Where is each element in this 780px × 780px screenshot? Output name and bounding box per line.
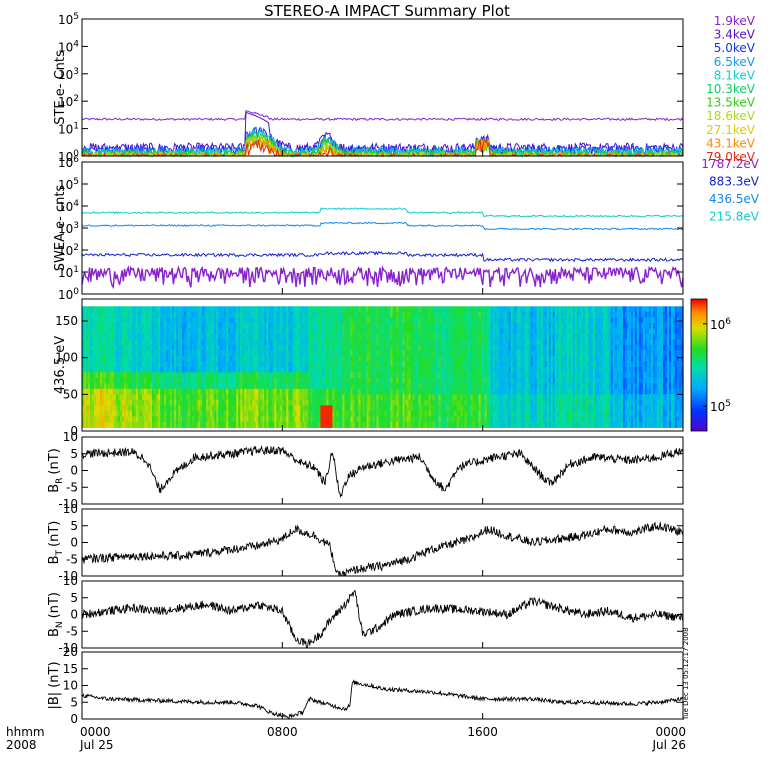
bt-ytick-label: -10 xyxy=(58,569,78,583)
bmag-trace xyxy=(81,679,684,720)
xaxis-row1-label: hhmm xyxy=(6,725,45,739)
colorbar-tick-label: 105 xyxy=(710,399,731,414)
xaxis-tick-date: Jul 26 xyxy=(651,738,686,752)
br-ytick-label: -10 xyxy=(58,497,78,511)
swea-series-883.3eV xyxy=(81,250,684,263)
swea-legend-item: 215.8eV xyxy=(709,210,760,224)
ste-legend-item: 3.4keV xyxy=(714,28,756,42)
bn-ytick-label: -5 xyxy=(66,624,78,638)
bt-trace xyxy=(81,521,684,577)
ste-ytick-label: 100 xyxy=(58,149,79,164)
ste-ylabel: STE e- Cnts xyxy=(53,50,68,125)
ste-panel: 100 101 102 103 104 105 STE e- Cnts xyxy=(53,12,684,164)
bt-ytick-label: 5 xyxy=(70,519,78,533)
bn-panel: -10 -5 0 5 10 BN(nT) xyxy=(47,574,684,655)
pad-panel: 0 50 100 150 436.5 eV xyxy=(53,298,684,438)
bt-ytick-label: 0 xyxy=(70,536,78,550)
ste-legend-item: 6.5keV xyxy=(714,55,756,69)
br-ylabel: BR(nT) xyxy=(47,448,65,493)
pad-ytick-label: 0 xyxy=(70,424,78,438)
ste-legend-item: 18.6keV xyxy=(706,109,756,123)
swea-series-215.8eV xyxy=(81,207,684,218)
bn-trace xyxy=(81,590,684,649)
pad-ylabel: 436.5 eV xyxy=(53,336,68,394)
swea-series-1787.2eV xyxy=(81,265,684,290)
swea-ytick-label: 103 xyxy=(58,221,79,236)
br-ytick-label: 0 xyxy=(70,464,78,478)
ste-ytick-label: 105 xyxy=(58,12,79,27)
xaxis-tick-time: 1600 xyxy=(467,725,498,739)
ste-ytick-label: 102 xyxy=(58,94,79,109)
pitch-angle-heatmap xyxy=(82,306,684,428)
pad-ytick-label: 100 xyxy=(55,351,78,365)
bmag-ytick-label: 15 xyxy=(63,662,78,676)
ste-series-1.9keV xyxy=(81,110,684,122)
ste-legend-item: 13.5keV xyxy=(706,96,756,110)
swea-ytick-label: 106 xyxy=(58,155,79,170)
xaxis-row2-label: 2008 xyxy=(6,738,37,752)
swea-ytick-label: 101 xyxy=(58,265,79,280)
br-ytick-label: 10 xyxy=(63,430,78,444)
bt-ylabel: BT(nT) xyxy=(47,521,65,565)
ste-legend-item: 79.0keV xyxy=(706,150,756,164)
pad-frame xyxy=(81,298,684,432)
br-trace xyxy=(81,444,684,499)
swea-legend-item: 883.3eV xyxy=(709,175,760,189)
pad-ytick-label: 50 xyxy=(63,387,78,401)
ste-legend-item: 8.1keV xyxy=(714,68,756,82)
swea-ytick-label: 100 xyxy=(58,287,79,302)
bn-ylabel: BN(nT) xyxy=(47,592,65,637)
swea-ytick-label: 104 xyxy=(58,199,79,214)
swea-series-lines xyxy=(81,207,684,290)
br-frame xyxy=(81,436,684,505)
swea-series-436.5eV xyxy=(81,221,684,231)
ste-legend-item: 1.9keV xyxy=(714,14,756,28)
bmag-ytick-label: 0 xyxy=(70,712,78,726)
bt-panel: -10 -5 0 5 10 BT(nT) xyxy=(47,502,684,583)
xaxis-tick-time: 0800 xyxy=(267,725,298,739)
bt-ytick-label: 10 xyxy=(63,502,78,516)
ste-legend-item: 43.1keV xyxy=(706,136,756,150)
chart-title: STEREO-A IMPACT Summary Plot xyxy=(264,2,510,20)
ste-frame xyxy=(81,18,684,157)
br-ytick-label: -5 xyxy=(66,480,78,494)
xaxis-tick-time: 0000 xyxy=(655,725,686,739)
xaxis-tick-time: 0000 xyxy=(80,725,111,739)
pad-ytick-label: 150 xyxy=(55,314,78,328)
bn-ytick-label: 10 xyxy=(63,574,78,588)
bmag-panel: 0 5 10 15 20|B|(nT) xyxy=(47,645,684,726)
br-ytick-label: 5 xyxy=(70,447,78,461)
bn-ytick-label: 5 xyxy=(70,591,78,605)
colorbar-tick-label: 106 xyxy=(710,317,731,332)
ste-ytick-label: 103 xyxy=(58,67,79,82)
ste-ytick-label: 101 xyxy=(58,122,79,137)
swea-legend-item: 436.5eV xyxy=(709,192,760,206)
ste-legend-item: 5.0keV xyxy=(714,41,756,55)
bn-ytick-label: -10 xyxy=(58,641,78,655)
ste-legend-item: 27.1keV xyxy=(706,123,756,137)
bmag-ytick-label: 5 xyxy=(70,695,78,709)
ste-legend: 1.9keV3.4keV5.0keV6.5keV8.1keV10.3keV13.… xyxy=(706,14,756,164)
bt-ytick-label: -5 xyxy=(66,552,78,566)
bmag-frame xyxy=(81,651,684,720)
br-panel: -10 -5 0 5 10 BR(nT) xyxy=(47,430,684,511)
swea-ylabel: SWEA e- cnts xyxy=(53,185,68,272)
swea-ytick-label: 102 xyxy=(58,243,79,258)
swea-legend: 1787.2eV 883.3eV 436.5eV 215.8eV xyxy=(701,157,759,224)
bmag-ytick-label: 10 xyxy=(63,679,78,693)
bmag-ylabel: |B|(nT) xyxy=(47,661,62,709)
xaxis-tick-date: Jul 25 xyxy=(79,738,114,752)
swea-panel: 100 101 102 103 104 105 106 SWEA e- cnts xyxy=(53,155,684,302)
swea-legend-item: 1787.2eV xyxy=(701,157,759,171)
ste-legend-item: 10.3keV xyxy=(706,82,756,96)
colorbar xyxy=(690,298,708,432)
bmag-ytick-label: 20 xyxy=(63,645,78,659)
bn-ytick-label: 0 xyxy=(70,608,78,622)
generation-timestamp: Tue Dec 13 05:12:17 2008 xyxy=(682,627,690,721)
ste-ytick-label: 104 xyxy=(58,39,79,54)
swea-ytick-label: 105 xyxy=(58,177,79,192)
ste-series-lines xyxy=(81,110,684,158)
